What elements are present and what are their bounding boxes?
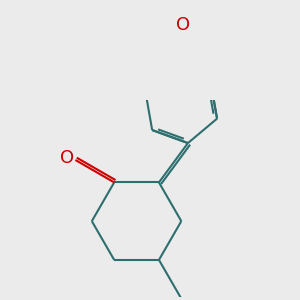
Text: O: O: [176, 16, 190, 34]
Text: O: O: [60, 149, 74, 167]
